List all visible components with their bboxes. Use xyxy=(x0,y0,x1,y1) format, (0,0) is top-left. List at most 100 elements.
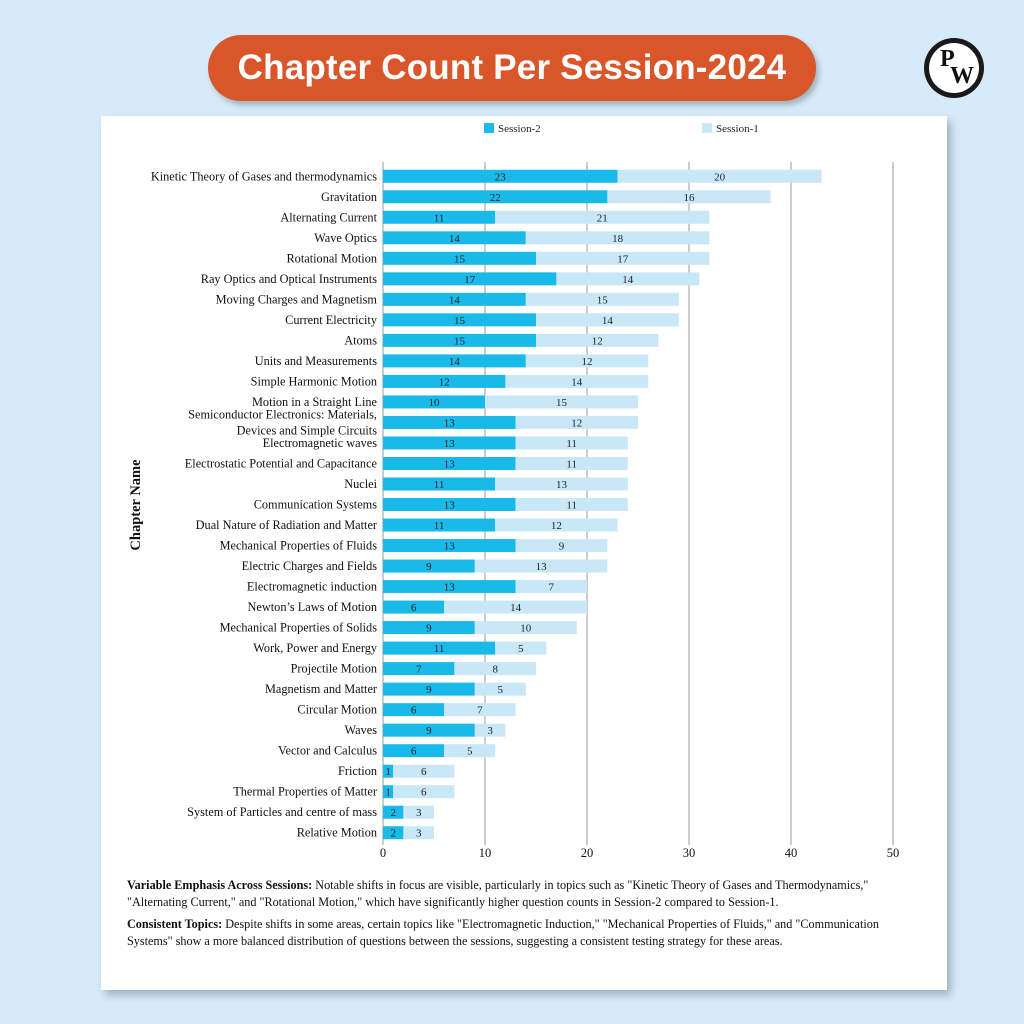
bar-session1 xyxy=(444,703,516,717)
category-label: Current Electricity xyxy=(285,313,378,327)
bar-session2 xyxy=(383,415,516,429)
data-label-session1: 7 xyxy=(477,705,483,717)
category-label: Friction xyxy=(338,764,377,778)
data-label-session2: 13 xyxy=(444,541,456,553)
data-label-session1: 13 xyxy=(536,561,548,573)
bar-session2 xyxy=(383,641,496,655)
data-label-session2: 14 xyxy=(449,294,461,306)
bar-session2 xyxy=(383,764,394,778)
bar-session2 xyxy=(383,723,475,737)
page-title: Chapter Count Per Session-2024 xyxy=(237,48,787,87)
bar-session1 xyxy=(515,539,608,553)
category-label: Vector and Calculus xyxy=(278,744,377,758)
category-label: Mechanical Properties of Fluids xyxy=(220,539,378,553)
bar-session1 xyxy=(515,498,628,511)
category-label: Wave Optics xyxy=(314,231,377,245)
bar-session1 xyxy=(515,415,638,429)
bar-session2 xyxy=(383,703,445,717)
bar-session1 xyxy=(617,169,822,183)
bar-session2 xyxy=(383,682,475,696)
data-label-session2: 2 xyxy=(390,807,396,819)
data-label-session2: 11 xyxy=(434,643,445,655)
bar-session1 xyxy=(403,826,434,840)
x-tick-label: 30 xyxy=(683,846,696,860)
legend-label: Session-1 xyxy=(716,123,759,135)
bar-session1 xyxy=(474,723,506,737)
data-label-session2: 2 xyxy=(390,828,396,840)
bar-session1 xyxy=(393,785,455,799)
bar-session1 xyxy=(495,477,628,491)
category-label: System of Particles and centre of mass xyxy=(187,805,377,819)
data-label-session1: 17 xyxy=(617,253,629,265)
data-label-session2: 23 xyxy=(495,171,507,183)
data-label-session2: 13 xyxy=(444,500,456,512)
data-label-session2: 9 xyxy=(426,561,432,573)
data-label-session1: 6 xyxy=(421,787,427,799)
data-label-session1: 21 xyxy=(597,212,608,224)
bar-session1 xyxy=(393,764,455,778)
data-label-session1: 11 xyxy=(566,438,577,450)
data-label-session2: 17 xyxy=(464,274,476,286)
category-label: Alternating Current xyxy=(280,210,377,224)
data-label-session1: 14 xyxy=(510,602,522,614)
bar-session1 xyxy=(525,292,679,306)
data-label-session2: 11 xyxy=(434,212,445,224)
data-label-session1: 14 xyxy=(602,315,614,327)
data-label-session2: 13 xyxy=(444,438,456,450)
data-label-session1: 5 xyxy=(467,746,473,758)
note-1-text: Notable shifts in focus are visible, par… xyxy=(127,878,869,909)
bar-session1 xyxy=(505,374,649,388)
x-tick-label: 0 xyxy=(380,846,386,860)
data-label-session1: 3 xyxy=(416,807,422,819)
data-label-session2: 7 xyxy=(416,664,422,676)
category-label: Electrostatic Potential and Capacitance xyxy=(185,456,378,470)
category-label: Mechanical Properties of Solids xyxy=(220,621,378,635)
note-1-heading: Variable Emphasis Across Sessions: xyxy=(127,878,313,892)
bar-session2 xyxy=(383,395,485,409)
data-label-session2: 10 xyxy=(429,397,441,409)
data-label-session1: 5 xyxy=(498,684,504,696)
legend-swatch-session2 xyxy=(484,123,494,133)
bar-session1 xyxy=(607,190,771,204)
category-label: Motion in a Straight Line xyxy=(252,395,378,409)
category-label: Ray Optics and Optical Instruments xyxy=(201,272,377,286)
data-label-session2: 9 xyxy=(426,623,432,635)
data-label-session1: 9 xyxy=(559,541,565,553)
bar-session2 xyxy=(383,272,557,286)
bar-session2 xyxy=(383,477,496,491)
data-label-session1: 15 xyxy=(597,294,609,306)
pw-logo-mark: P W xyxy=(929,43,979,93)
bar-session1 xyxy=(474,621,577,635)
bar-session1 xyxy=(536,251,710,265)
logo-letter-w: W xyxy=(950,63,974,89)
bar-session2 xyxy=(383,210,496,224)
pw-logo: P W xyxy=(924,38,984,98)
data-label-session2: 1 xyxy=(385,787,391,799)
category-label: Dual Nature of Radiation and Matter xyxy=(196,518,377,532)
bar-session1 xyxy=(556,272,700,286)
data-label-session1: 12 xyxy=(592,335,603,347)
category-label: Atoms xyxy=(344,333,377,347)
category-label: Units and Measurements xyxy=(255,354,377,368)
category-label: Communication Systems xyxy=(254,498,378,512)
category-label: Moving Charges and Magnetism xyxy=(216,292,378,306)
logo-letter-p: P xyxy=(940,46,955,72)
data-label-session1: 7 xyxy=(549,582,555,594)
bar-session1 xyxy=(536,313,679,327)
data-label-session1: 15 xyxy=(556,397,568,409)
bar-session2 xyxy=(383,785,394,799)
data-label-session2: 15 xyxy=(454,253,466,265)
category-label: Projectile Motion xyxy=(291,662,377,676)
bar-session2 xyxy=(383,559,475,573)
bar-session2 xyxy=(383,518,496,532)
bar-session2 xyxy=(383,498,516,511)
bar-session1 xyxy=(403,805,434,819)
data-label-session1: 11 xyxy=(566,458,577,470)
data-label-session1: 16 xyxy=(684,192,696,204)
y-axis-title: Chapter Name xyxy=(128,459,144,551)
category-label: Nuclei xyxy=(344,477,377,491)
bar-session1 xyxy=(515,436,628,450)
bar-session2 xyxy=(383,292,526,306)
bar-session1 xyxy=(495,641,547,655)
